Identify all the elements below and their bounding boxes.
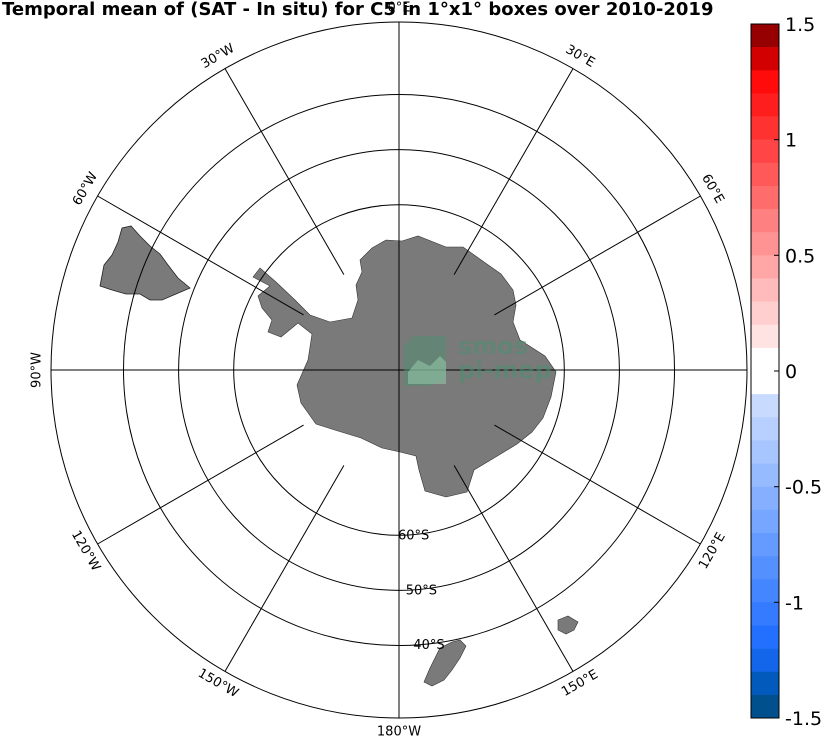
colorbar-step — [751, 209, 779, 233]
colorbar-step — [751, 440, 779, 464]
colorbar-step — [751, 602, 779, 626]
colorbar-step — [751, 371, 779, 395]
meridian-line — [453, 465, 574, 672]
meridian-line — [494, 424, 701, 545]
meridian-line — [97, 195, 304, 316]
meridian-line — [224, 465, 345, 672]
meridian-line — [97, 424, 304, 545]
colorbar-step — [751, 278, 779, 302]
colorbar-tick-label: 1 — [785, 130, 797, 152]
meridian-line — [453, 68, 574, 275]
smos-pimep-logo: smos pi-mep — [404, 332, 552, 386]
colorbar-step — [751, 24, 779, 48]
meridian-line — [494, 195, 701, 316]
colorbar-step — [751, 417, 779, 441]
colorbar-tick-label: -0.5 — [785, 477, 822, 499]
longitude-label: 150°W — [195, 666, 241, 701]
colorbar-step — [751, 347, 779, 372]
colorbar-step — [751, 579, 779, 603]
colorbar-step — [751, 509, 779, 534]
watermark-line1: smos — [458, 332, 528, 360]
tasmania-landmass — [557, 615, 579, 635]
colorbar-step — [751, 139, 779, 164]
colorbar: 1.5 1 0.5 0 -0.5 -1 -1.5 — [750, 14, 822, 730]
longitude-label: 120°W — [68, 528, 103, 574]
colorbar-step — [751, 394, 779, 418]
colorbar-step — [751, 70, 779, 94]
meridian-line — [224, 68, 345, 275]
longitude-label: 30°E — [563, 42, 598, 71]
longitude-label: 180°W — [377, 725, 421, 740]
map-title: Temporal mean of (SAT - In situ) for C5 … — [2, 0, 714, 20]
colorbar-step — [751, 47, 779, 71]
new-zealand-landmass — [423, 639, 467, 687]
longitude-label: 60°E — [698, 172, 727, 207]
colorbar-step — [751, 648, 779, 673]
colorbar-tick-label: -1.5 — [785, 708, 822, 730]
colorbar-step — [751, 625, 779, 649]
colorbar-step — [751, 232, 779, 256]
colorbar-step — [751, 93, 779, 117]
colorbar-step — [751, 532, 779, 557]
colorbar-step — [751, 301, 779, 326]
colorbar-step — [751, 556, 779, 580]
longitude-label: 0°E — [388, 1, 411, 16]
longitude-label: 30°W — [199, 41, 238, 72]
latitude-label: 40°S — [413, 638, 444, 653]
colorbar-step — [751, 255, 779, 279]
colorbar-step — [751, 486, 779, 511]
colorbar-step — [751, 324, 779, 349]
colorbar-step — [751, 463, 779, 487]
colorbar-tick-label: -1 — [785, 592, 804, 614]
longitude-label: 150°E — [559, 667, 601, 700]
colorbar-step — [751, 116, 779, 140]
longitude-label: 60°W — [70, 170, 101, 209]
colorbar-step — [751, 162, 779, 187]
colorbar-step — [751, 694, 779, 719]
latitude-label: 60°S — [398, 529, 429, 544]
longitude-label: 120°E — [696, 530, 729, 572]
colorbar-tick-label: 0.5 — [785, 245, 815, 267]
colorbar-tick-label: 1.5 — [785, 14, 815, 36]
watermark-line2: pi-mep — [458, 356, 552, 384]
colorbar-step — [751, 671, 779, 696]
longitude-label: 90°W — [30, 352, 45, 388]
colorbar-step — [751, 185, 779, 210]
latitude-label: 50°S — [406, 583, 437, 598]
graticule — [50, 21, 748, 719]
colorbar-tick-label: 0 — [785, 361, 797, 383]
